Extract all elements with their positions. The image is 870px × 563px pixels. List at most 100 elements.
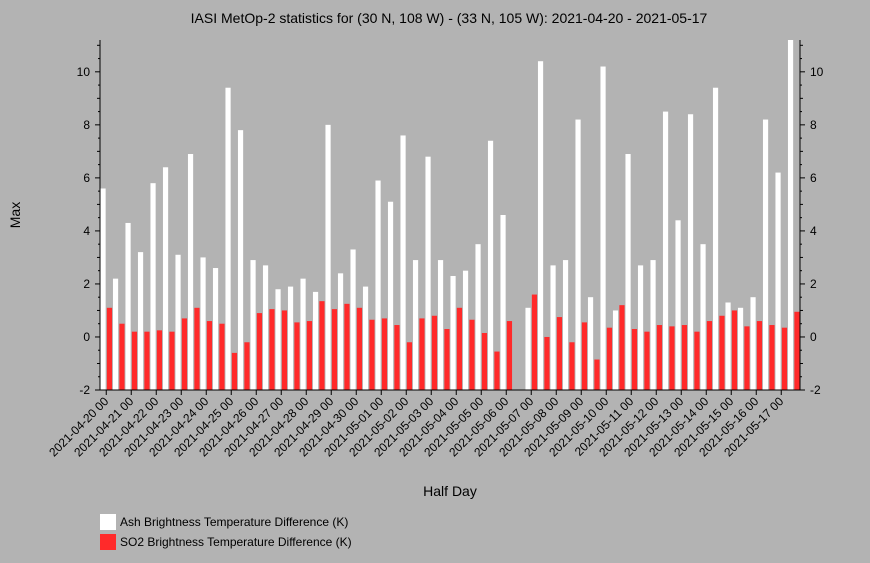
bar-so2-18 (331, 309, 338, 390)
bar-ash-0 (100, 188, 106, 390)
bar-so2-13 (269, 309, 275, 390)
bar-ash-50 (725, 302, 731, 390)
bar-so2-54 (781, 327, 788, 390)
bar-ash-38 (575, 119, 581, 391)
bar-ash-17 (312, 291, 319, 390)
y-tick-label-right: 8 (810, 118, 817, 132)
bar-so2-22 (381, 318, 388, 390)
bar-so2-43 (644, 331, 650, 390)
bar-ash-20 (350, 249, 356, 390)
bar-ash-4 (150, 183, 156, 390)
bar-so2-19 (344, 303, 350, 390)
bar-ash-54 (775, 172, 781, 390)
legend: Ash Brightness Temperature Difference (K… (100, 512, 352, 552)
bar-ash-22 (375, 180, 381, 390)
bar-so2-31 (494, 351, 500, 390)
bar-ash-47 (687, 114, 694, 391)
bar-so2-41 (619, 305, 625, 390)
y-tick-label-right: 2 (810, 277, 817, 291)
bar-so2-40 (606, 327, 613, 390)
bar-ash-16 (300, 278, 306, 390)
legend-label-so2: SO2 Brightness Temperature Difference (K… (120, 535, 352, 549)
bar-so2-5 (169, 331, 175, 390)
y-tick-label-left: 0 (83, 330, 90, 344)
bar-ash-14 (275, 289, 281, 390)
bar-so2-39 (594, 359, 600, 390)
bar-so2-3 (144, 331, 150, 390)
bar-ash-49 (712, 87, 719, 390)
bar-so2-45 (669, 326, 675, 390)
bar-ash-13 (262, 265, 269, 390)
bar-so2-7 (194, 307, 200, 390)
bar-so2-6 (181, 318, 188, 390)
bar-ash-27 (437, 260, 444, 390)
chart-title: IASI MetOp-2 statistics for (30 N, 108 W… (191, 10, 708, 26)
bar-ash-10 (225, 87, 231, 390)
bar-ash-12 (250, 260, 256, 390)
bar-so2-35 (544, 336, 550, 390)
bar-so2-0 (106, 307, 113, 390)
bar-ash-37 (562, 260, 569, 390)
y-tick-label-left: 4 (83, 224, 90, 238)
x-axis-title: Half Day (423, 483, 477, 499)
y-tick-label-left: 2 (83, 277, 90, 291)
bar-ash-24 (400, 135, 406, 390)
bar-so2-10 (231, 352, 238, 390)
bar-ash-41 (612, 310, 619, 390)
bar-so2-49 (719, 315, 725, 390)
bar-so2-23 (394, 325, 400, 390)
bar-so2-17 (319, 301, 325, 390)
bar-so2-55 (794, 311, 800, 390)
bar-ash-25 (412, 260, 419, 390)
bar-ash-31 (487, 140, 494, 390)
bar-ash-19 (337, 273, 344, 390)
bar-ash-7 (187, 154, 194, 390)
bar-ash-26 (425, 156, 431, 390)
bar-so2-27 (444, 329, 450, 390)
bar-ash-23 (387, 201, 394, 390)
bar-so2-38 (581, 322, 588, 390)
y-tick-label-right: 0 (810, 330, 817, 344)
bar-so2-1 (119, 323, 125, 390)
bar-so2-24 (406, 342, 413, 390)
bar-ash-51 (737, 307, 744, 390)
bar-ash-2 (125, 222, 131, 390)
y-tick-label-left: 8 (83, 118, 90, 132)
bar-ash-36 (550, 265, 556, 390)
bar-so2-37 (569, 342, 575, 390)
legend-label-ash: Ash Brightness Temperature Difference (K… (120, 515, 349, 529)
bar-so2-30 (481, 332, 488, 390)
bar-ash-55 (787, 40, 794, 390)
bar-so2-12 (256, 313, 263, 390)
bar-so2-8 (206, 321, 213, 390)
bar-ash-28 (450, 275, 456, 390)
y-tick-label-left: 6 (83, 171, 90, 185)
bar-ash-9 (212, 268, 219, 390)
bar-ash-40 (600, 66, 606, 391)
bars-group (100, 40, 800, 391)
bar-ash-18 (325, 124, 331, 390)
bar-ash-42 (625, 154, 631, 390)
bar-ash-45 (662, 111, 669, 390)
bar-so2-44 (656, 325, 663, 390)
bar-ash-30 (475, 244, 481, 390)
bar-ash-8 (200, 257, 206, 390)
legend-swatch-so2 (100, 534, 116, 550)
bar-so2-47 (694, 331, 700, 390)
legend-item-so2: SO2 Brightness Temperature Difference (K… (100, 532, 352, 552)
bar-ash-44 (650, 260, 656, 390)
bar-ash-3 (137, 252, 144, 390)
legend-item-ash: Ash Brightness Temperature Difference (K… (100, 512, 352, 532)
bar-so2-53 (769, 325, 775, 390)
bar-so2-16 (306, 321, 313, 390)
bar-ash-6 (175, 254, 181, 390)
bar-ash-53 (762, 119, 769, 391)
y-axis-title: Max (7, 202, 23, 228)
y-tick-label-left: 10 (77, 65, 91, 79)
bar-ash-11 (237, 130, 244, 390)
bar-so2-15 (294, 322, 300, 390)
bar-so2-42 (631, 329, 638, 390)
